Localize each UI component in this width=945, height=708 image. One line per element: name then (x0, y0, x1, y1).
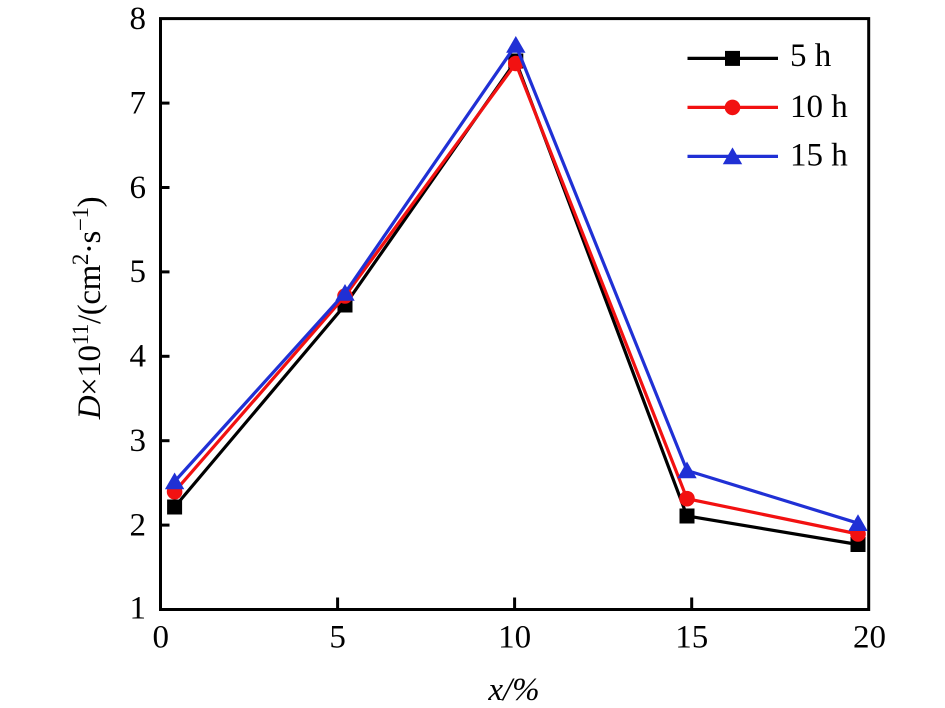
svg-text:7: 7 (130, 85, 147, 121)
svg-text:15 h: 15 h (790, 138, 848, 174)
svg-text:2: 2 (130, 507, 147, 543)
svg-text:3: 3 (130, 423, 147, 459)
svg-text:20: 20 (853, 620, 886, 656)
svg-text:5: 5 (329, 620, 346, 656)
svg-text:x/%: x/% (487, 672, 539, 708)
svg-text:5: 5 (130, 254, 147, 290)
svg-text:15: 15 (675, 620, 708, 656)
svg-text:0: 0 (153, 620, 170, 656)
svg-text:6: 6 (130, 170, 147, 206)
svg-text:8: 8 (130, 1, 147, 37)
svg-text:5 h: 5 h (790, 38, 832, 74)
svg-text:1: 1 (130, 591, 147, 627)
svg-text:10: 10 (498, 620, 531, 656)
svg-text:10 h: 10 h (790, 89, 848, 125)
svg-text:4: 4 (130, 339, 147, 375)
svg-text:D×1011/(cm2·s−1): D×1011/(cm2·s−1) (68, 197, 108, 421)
